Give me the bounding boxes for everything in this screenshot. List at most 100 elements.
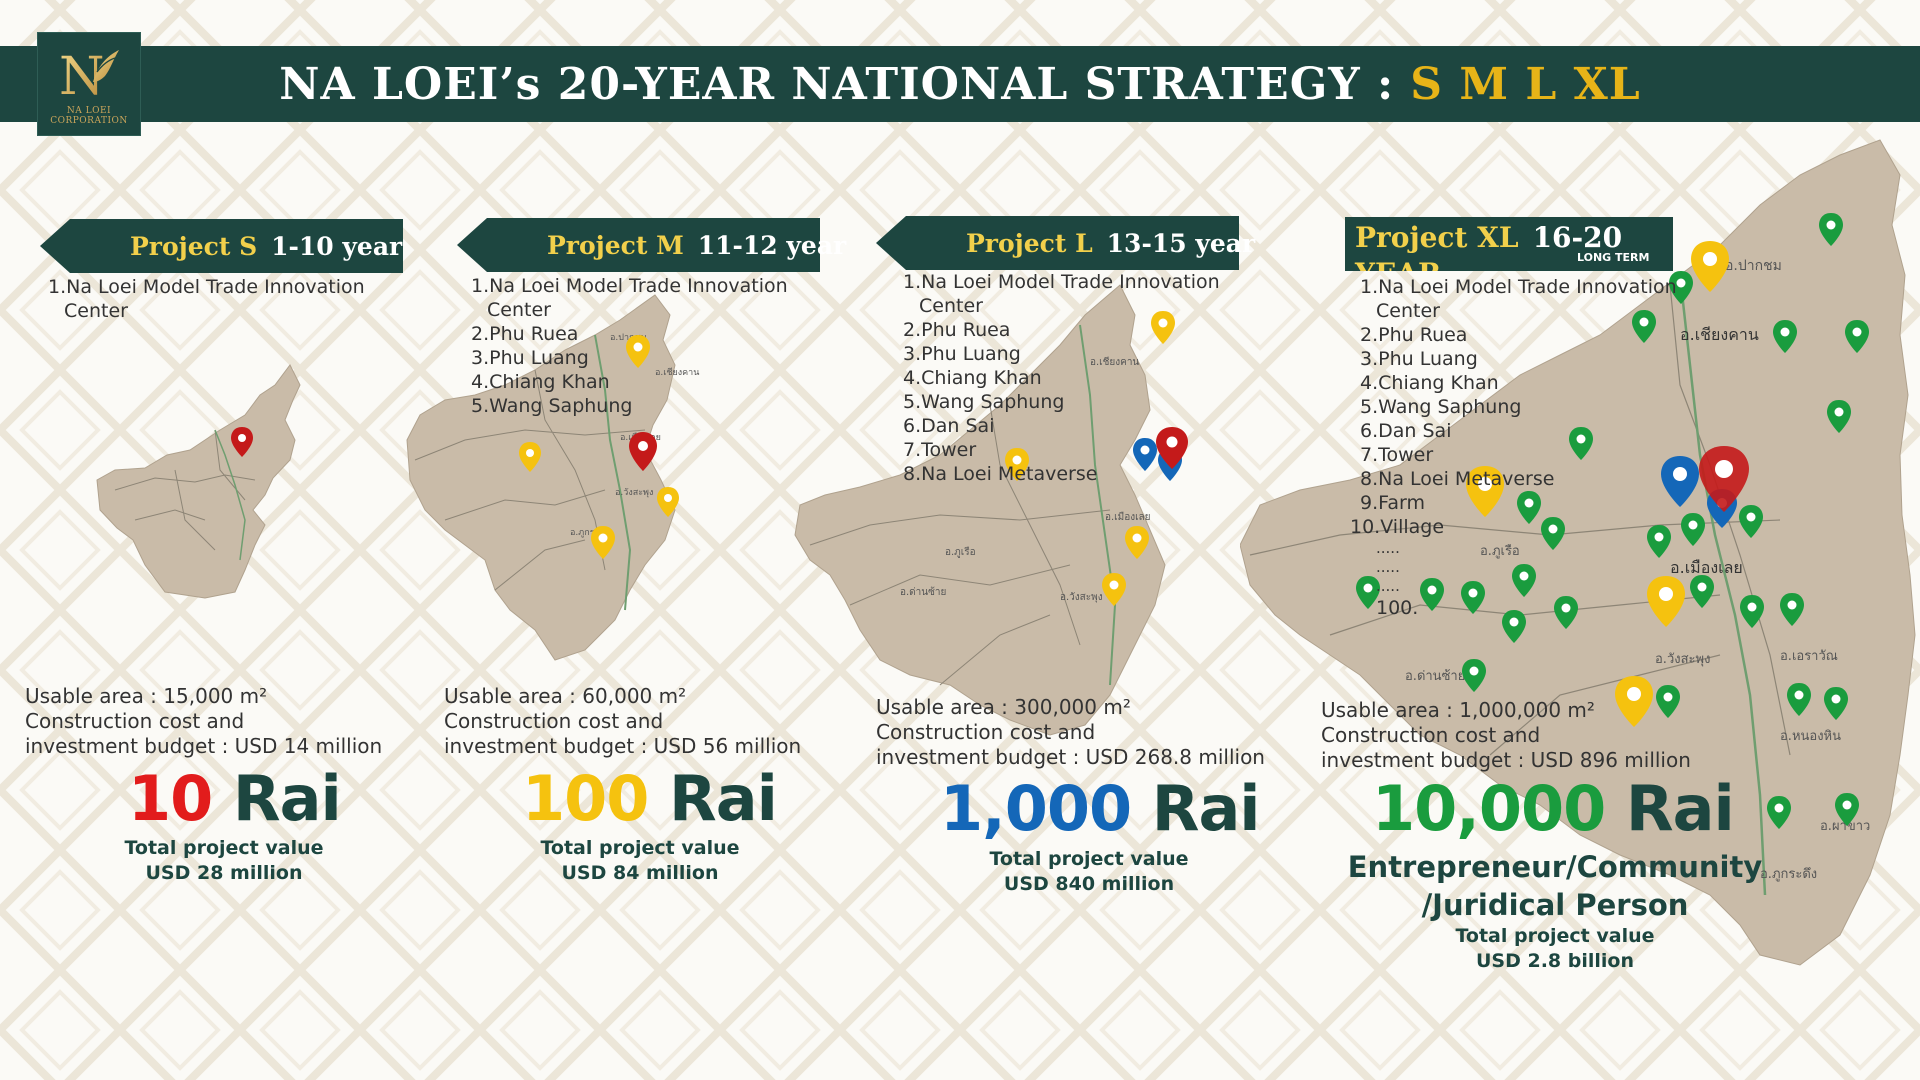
list-item: 7.Tower: [903, 439, 977, 461]
project-s-years: 1-10 year: [271, 231, 403, 261]
project-l-list: 1.Na Loei Model Trade Innovation Center …: [903, 270, 1220, 486]
list-item: 6.Dan Sai: [1360, 420, 1452, 442]
green-pin-icon: [1740, 595, 1764, 628]
map-label: อ.ภูกระดึง: [1760, 867, 1817, 882]
list-item: 4.Chiang Khan: [1360, 372, 1499, 394]
green-pin-icon: [1669, 271, 1693, 304]
total-label: Total project value: [124, 837, 324, 859]
list-item: .....: [1376, 558, 1400, 576]
list-item: 8.Na Loei Metaverse: [1360, 468, 1555, 490]
ribbon-project-m: Project M 11-12 year: [457, 218, 846, 272]
green-pin-icon: [1554, 596, 1578, 629]
size-unit: Rai: [1151, 772, 1261, 845]
project-xl-stats: Usable area : 1,000,000 m² Construction …: [1321, 698, 1691, 773]
map-label: อ.เชียงคาน: [655, 367, 699, 378]
green-pin-icon: [1690, 575, 1714, 608]
project-xl-cut-text: YEAR: [1355, 257, 1441, 271]
project-m-total: Total project value USD 84 million: [520, 836, 760, 886]
cost-line: Construction cost and: [876, 720, 1096, 744]
map-label: อ.ด่านซ้าย: [900, 586, 946, 598]
project-xl-list: 1.Na Loei Model Trade Innovation Center …: [1350, 275, 1677, 620]
green-pin-icon: [1356, 576, 1380, 609]
red-pin-icon: [629, 432, 657, 471]
blue-pin-icon: [1661, 456, 1699, 507]
size-number: 10: [128, 762, 213, 835]
list-item: 7.Tower: [1360, 444, 1434, 466]
size-unit: Rai: [669, 762, 778, 835]
green-pin-icon: [1827, 400, 1851, 433]
list-item: 1.Na Loei Model Trade Innovation: [903, 271, 1220, 293]
total-value: USD 840 million: [1003, 873, 1175, 895]
map-label: อ.ผาขาว: [1820, 819, 1870, 834]
yellow-pin-icon: [519, 442, 541, 472]
total-label: Total project value: [989, 848, 1189, 870]
map-label: อ.ปากชม: [1725, 258, 1782, 274]
green-pin-icon: [1845, 320, 1869, 353]
list-item: 9.Farm: [1360, 492, 1425, 514]
list-item: 1.Na Loei Model Trade Innovation: [48, 276, 365, 298]
yellow-pin-icon: [1005, 448, 1029, 481]
map-label: อ.เมืองเลย: [1105, 511, 1151, 523]
map-label: อ.ภูกระดึง: [570, 527, 610, 538]
project-s-stats: Usable area : 15,000 m² Construction cos…: [25, 684, 382, 759]
green-pin-icon: [1773, 320, 1797, 353]
map-label: อ.ด่านซ้าย: [1405, 669, 1465, 684]
yellow-pin-icon: [657, 487, 679, 517]
list-item: 3.Phu Luang: [471, 347, 589, 369]
green-pin-icon: [1824, 687, 1848, 720]
list-item: 3.Phu Luang: [903, 343, 1021, 365]
project-l-total: Total project value USD 840 million: [969, 847, 1209, 897]
map-label: อ.ภูเรือ: [945, 546, 976, 558]
project-s-total: Total project value USD 28 million: [104, 836, 344, 886]
project-s-list: 1.Na Loei Model Trade Innovation Center: [48, 275, 365, 323]
green-pin-icon: [1819, 213, 1843, 246]
list-item: 1.Na Loei Model Trade Innovation: [471, 275, 788, 297]
project-xl-title: Project XL: [1355, 221, 1519, 254]
green-pin-icon: [1541, 517, 1565, 550]
yellow-pin-icon: [591, 526, 615, 559]
total-value: USD 2.8 billion: [1475, 950, 1634, 972]
map-label: อ.เชียงคาน: [1090, 356, 1139, 368]
green-pin-icon: [1787, 683, 1811, 716]
map-project-xl: อ.ปากชม อ.เชียงคาน อ.เมืองเลย อ.ภูเรือ อ…: [1240, 139, 1916, 966]
yellow-pin-icon: [1647, 576, 1685, 627]
cost-line: investment budget : USD 896 million: [1321, 748, 1691, 772]
list-item: 1.Na Loei Model Trade Innovation: [1360, 276, 1677, 298]
map-project-m: อ.ปากชม อ.เชียงคาน อ.เมืองเลย อ.วังสะพุง…: [406, 294, 699, 661]
map-label: อ.เมืองเลย: [1670, 558, 1743, 577]
list-item: .....: [1376, 577, 1400, 595]
project-s-title: Project S: [130, 231, 258, 261]
green-pin-icon: [1780, 593, 1804, 626]
map-label: อ.ภูเรือ: [1480, 543, 1520, 559]
project-m-stats: Usable area : 60,000 m² Construction cos…: [444, 684, 801, 759]
blue-pin-icon: [1133, 438, 1157, 471]
project-m-size: 100 Rai: [522, 762, 778, 835]
list-item: 2.Phu Ruea: [471, 323, 579, 345]
list-item: 10.Village: [1350, 516, 1445, 538]
list-item: Center: [64, 300, 128, 322]
size-unit: Rai: [1625, 772, 1735, 845]
project-l-stats: Usable area : 300,000 m² Construction co…: [876, 695, 1265, 770]
project-xl-total: Total project value USD 2.8 billion: [1435, 924, 1675, 974]
list-item: 2.Phu Ruea: [1360, 324, 1468, 346]
size-unit: Rai: [232, 762, 342, 835]
red-pin-icon: [231, 427, 253, 457]
green-pin-icon: [1739, 505, 1763, 538]
list-item: 100.: [1376, 597, 1419, 619]
usable-area: Usable area : 60,000 m²: [444, 684, 687, 708]
page-title-accent: S M L XL: [1410, 58, 1641, 110]
page-title: NA LOEI’s 20-YEAR NATIONAL STRATEGY :: [279, 58, 1395, 110]
cost-line: investment budget : USD 268.8 million: [876, 745, 1265, 769]
map-label: อ.วังสะพุง: [1060, 592, 1103, 603]
green-pin-icon: [1462, 659, 1486, 692]
green-pin-icon: [1512, 564, 1536, 597]
green-pin-icon: [1502, 610, 1526, 643]
list-item: 2.Phu Ruea: [903, 319, 1011, 341]
cost-line: Construction cost and: [1321, 723, 1541, 747]
map-label: อ.วังสะพุง: [1655, 652, 1710, 667]
yellow-pin-icon: [626, 335, 650, 368]
logo-mark-icon: N: [59, 47, 119, 106]
map-label: อ.หนองหิน: [1780, 729, 1841, 744]
list-item: 6.Dan Sai: [903, 415, 995, 437]
list-item: 4.Chiang Khan: [903, 367, 1042, 389]
